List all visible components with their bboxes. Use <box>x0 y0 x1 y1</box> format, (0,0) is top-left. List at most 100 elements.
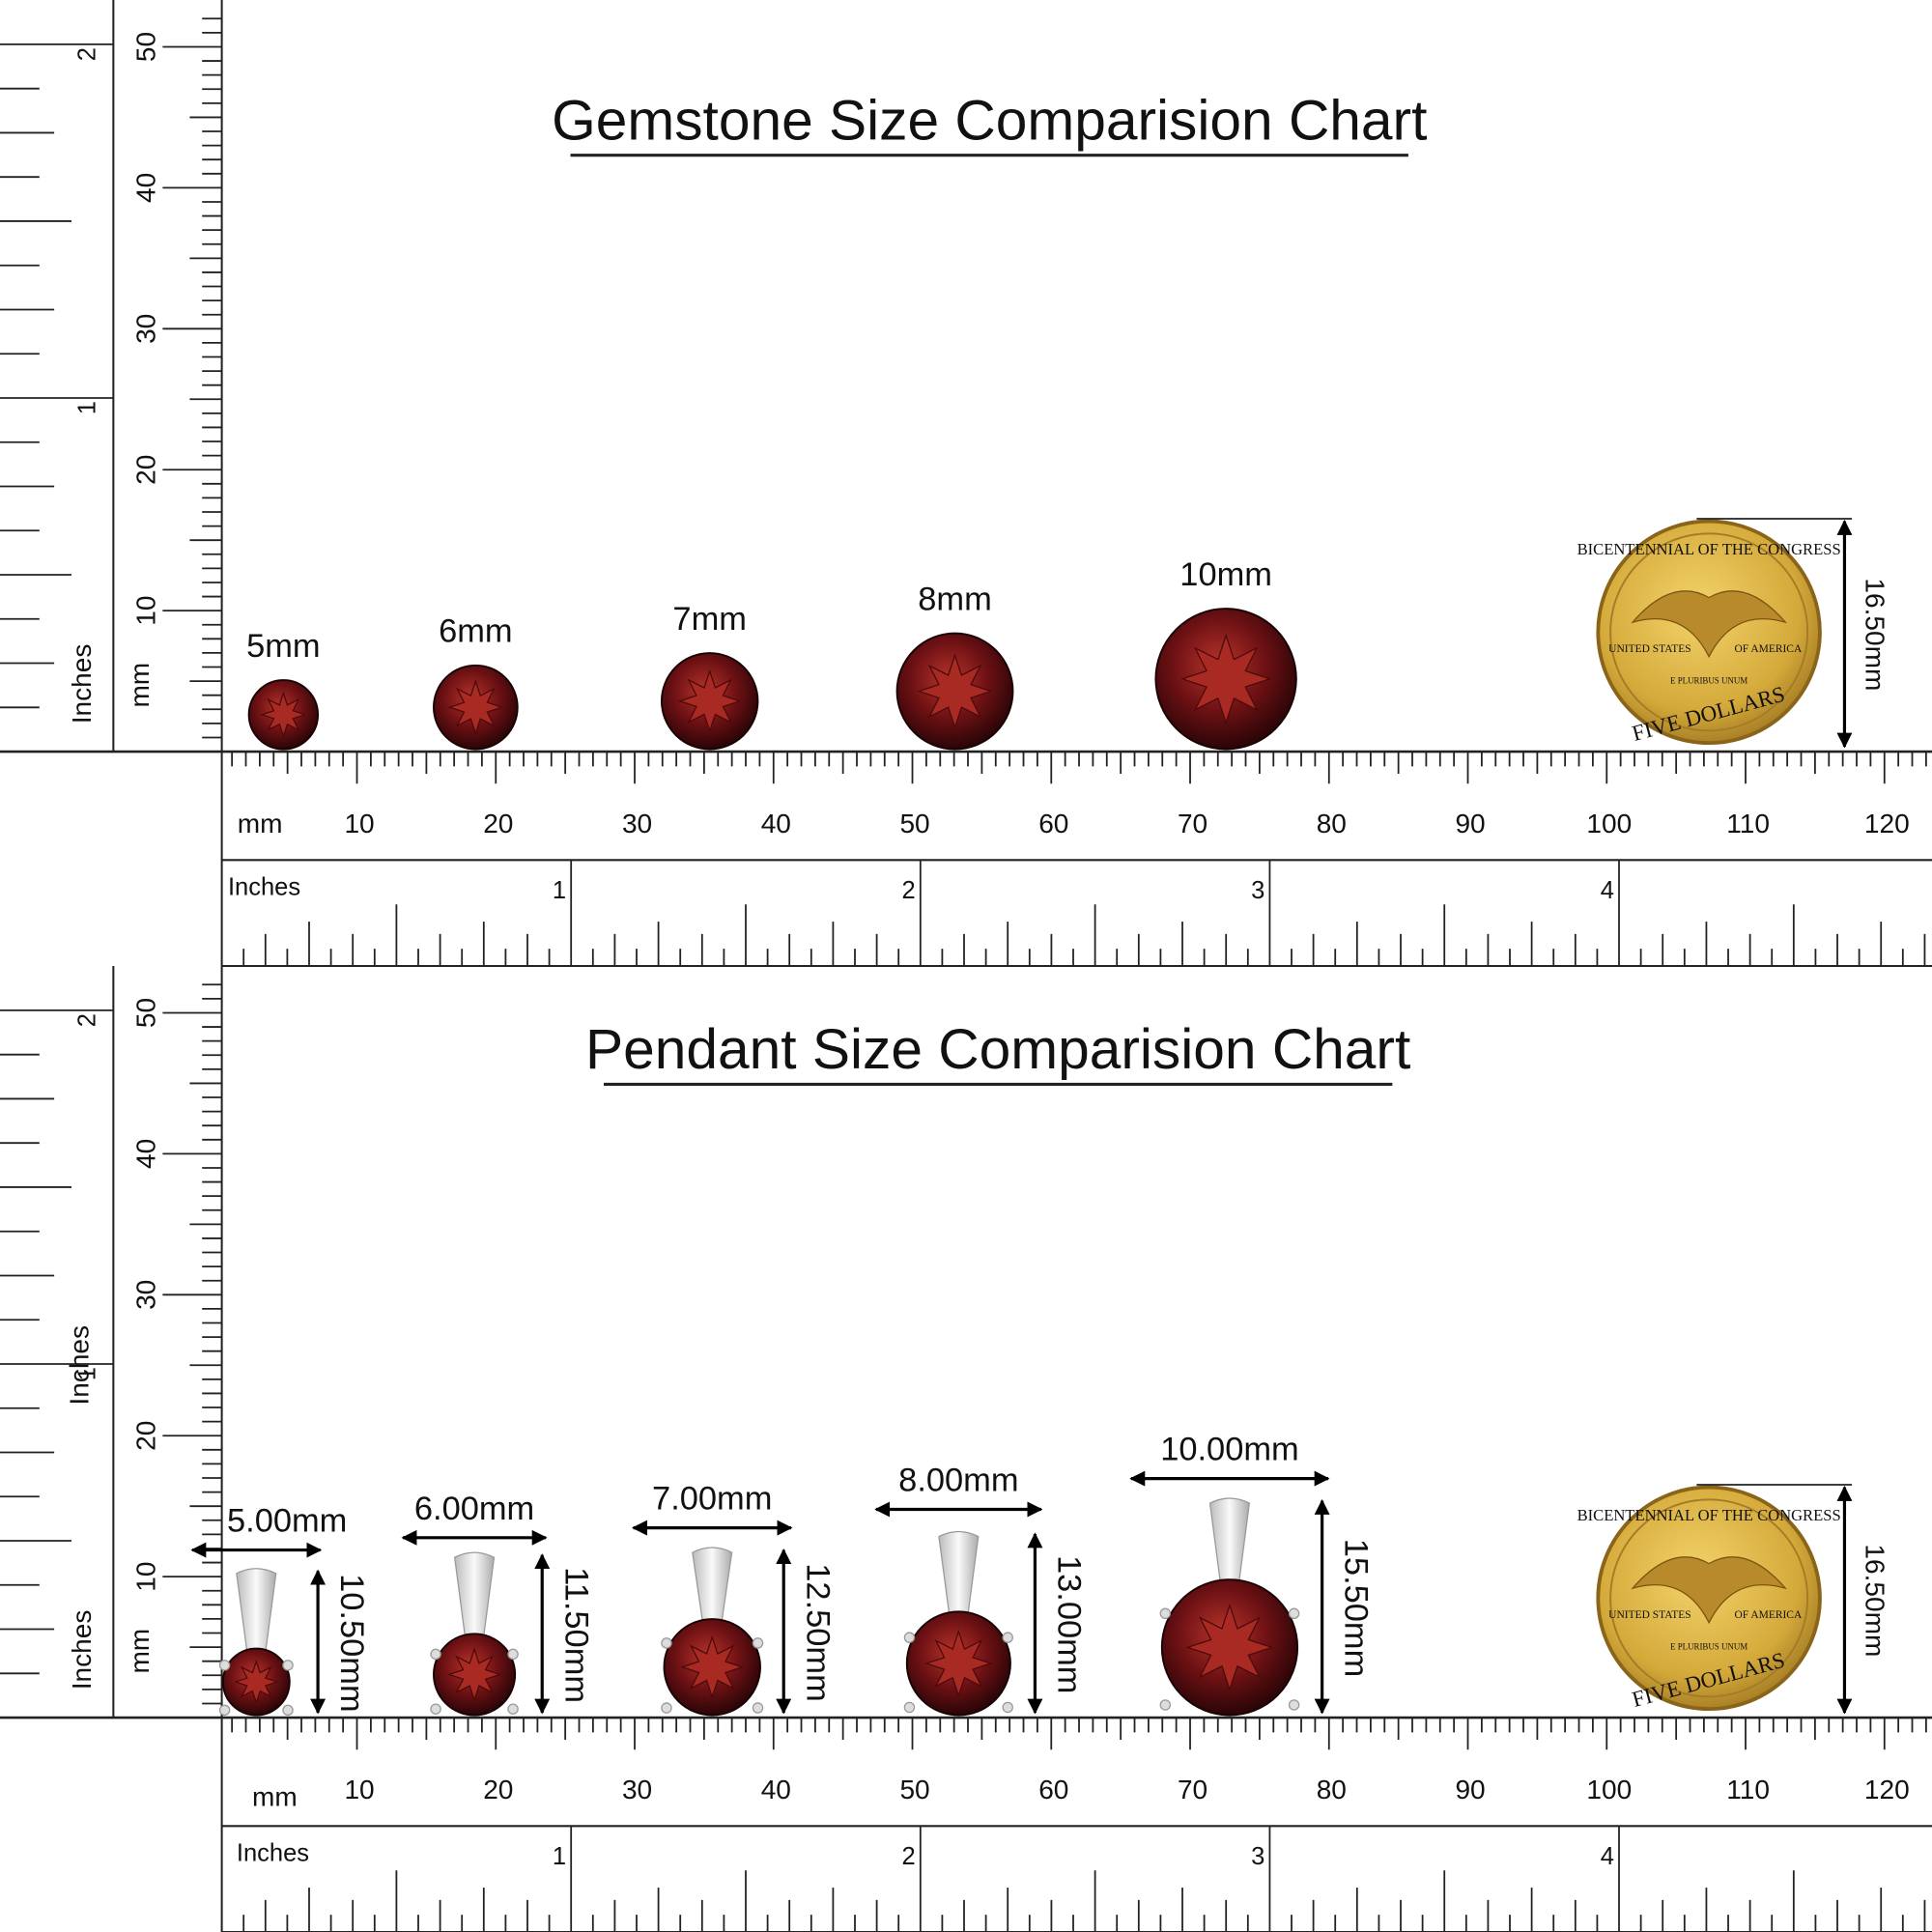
mm-label: 30 <box>622 809 652 838</box>
mm-label: 50 <box>899 1775 929 1804</box>
mm-label: 20 <box>483 809 513 838</box>
prong <box>507 1703 519 1715</box>
prong <box>661 1702 672 1714</box>
gem-label: 7mm <box>672 601 747 638</box>
gem-facet <box>447 679 504 736</box>
mm-label: 110 <box>1726 1775 1770 1804</box>
mm-label: 110 <box>1726 809 1770 838</box>
vmm-label: 30 <box>130 314 160 344</box>
inch-label: 1 <box>553 877 566 904</box>
mm-label: 100 <box>1586 1775 1632 1804</box>
vmm-label: 20 <box>130 455 160 485</box>
inch-label: 3 <box>1251 1843 1264 1870</box>
vmm-label: 10 <box>130 596 160 626</box>
vinch-unit: Inches <box>67 1610 97 1690</box>
coin-text: OF AMERICA <box>1734 643 1802 655</box>
prong <box>1159 1607 1172 1620</box>
prong <box>282 1704 294 1717</box>
mm-label: 70 <box>1178 809 1208 838</box>
prong <box>430 1648 441 1661</box>
prong <box>430 1703 441 1715</box>
prong <box>507 1648 519 1661</box>
vinch-label: 2 <box>74 47 101 61</box>
width-label: 5.00mm <box>227 1503 347 1540</box>
inch-label: 4 <box>1601 877 1614 904</box>
prong <box>903 1632 916 1643</box>
coin-text: UNITED STATES <box>1608 643 1690 655</box>
coin-label: 16.50mm <box>1860 1544 1889 1657</box>
width-label: 8.00mm <box>898 1463 1018 1499</box>
coin-text: BICENTENNIAL OF THE CONGRESS <box>1577 1506 1841 1524</box>
mm-label: 40 <box>761 1775 791 1804</box>
coin-eagle <box>1631 590 1788 659</box>
mm-unit: mm <box>252 1782 298 1812</box>
gem-facet <box>1180 633 1272 724</box>
mm-label: 60 <box>1038 1775 1068 1804</box>
coin-text: BICENTENNIAL OF THE CONGRESS <box>1577 540 1841 558</box>
gem-label: 5mm <box>246 628 320 665</box>
coin-rim <box>1609 532 1809 732</box>
vmm-label: 30 <box>130 1280 160 1310</box>
inch-label: 4 <box>1601 1843 1614 1870</box>
prong <box>218 1704 231 1717</box>
mm-label: 10 <box>344 809 374 838</box>
coin: BICENTENNIAL OF THE CONGRESS UNITED STATE… <box>1577 519 1841 746</box>
height-label: 12.50mm <box>799 1563 836 1701</box>
coin-text: E PLURIBUS UNUM <box>1670 1641 1747 1651</box>
vinch-label: 1 <box>74 401 101 414</box>
mm-label: 40 <box>761 809 791 838</box>
coin-eagle <box>1631 1556 1788 1625</box>
inch-label: 3 <box>1251 877 1264 904</box>
inch-unit: Inches <box>228 873 300 900</box>
prong <box>752 1702 764 1714</box>
vmm-label: 10 <box>130 1562 160 1592</box>
mm-label: 20 <box>483 1775 513 1804</box>
coin: BICENTENNIAL OF THE CONGRESS UNITED STATE… <box>1577 1485 1841 1712</box>
vmm-label: 40 <box>130 1139 160 1169</box>
vinch-label: 2 <box>74 1013 101 1027</box>
gem-label: 8mm <box>918 582 992 618</box>
mm-label: 100 <box>1586 809 1632 838</box>
gem-facet <box>234 1659 279 1705</box>
mm-label: 30 <box>622 1775 652 1804</box>
coin-rim <box>1609 1498 1809 1698</box>
vmm-label: 50 <box>130 32 160 62</box>
gem-facet <box>680 1634 745 1699</box>
prong <box>282 1660 294 1671</box>
prong <box>1288 1607 1300 1620</box>
vinch-unit: Inches <box>67 644 97 724</box>
chart-title: Pendant Size Comparision Chart <box>585 1018 1410 1081</box>
vmm-unit: mm <box>125 1629 155 1674</box>
height-label: 10.50mm <box>333 1574 370 1712</box>
mm-label: 80 <box>1317 1775 1347 1804</box>
gem-facet <box>1185 1603 1274 1691</box>
gem-facet <box>446 1647 502 1702</box>
inch-label: 1 <box>553 1843 566 1870</box>
prong <box>661 1637 672 1649</box>
inch-label: 2 <box>902 1843 916 1870</box>
mm-label: 80 <box>1317 809 1347 838</box>
mm-label: 120 <box>1864 1775 1910 1804</box>
mm-label: 50 <box>899 809 929 838</box>
vinch-unit: Inches <box>65 1325 95 1406</box>
prong <box>752 1637 764 1649</box>
mm-label: 90 <box>1455 1775 1485 1804</box>
mm-label: 70 <box>1178 1775 1208 1804</box>
prong <box>1288 1699 1300 1711</box>
gem-facet <box>924 1629 993 1698</box>
gem-label: 10mm <box>1179 556 1272 593</box>
vmm-label: 50 <box>130 998 160 1028</box>
prong <box>1159 1699 1172 1711</box>
coin-label: 16.50mm <box>1860 578 1889 691</box>
mm-label: 60 <box>1038 809 1068 838</box>
inch-label: 2 <box>902 877 916 904</box>
gem-facet <box>260 691 307 739</box>
width-label: 7.00mm <box>652 1481 772 1518</box>
prong <box>903 1701 916 1714</box>
mm-label: 10 <box>344 1775 374 1804</box>
gem-facet <box>677 668 742 733</box>
gem-facet <box>917 653 993 729</box>
vmm-label: 20 <box>130 1421 160 1451</box>
width-label: 6.00mm <box>414 1491 534 1527</box>
mm-unit: mm <box>238 809 283 838</box>
